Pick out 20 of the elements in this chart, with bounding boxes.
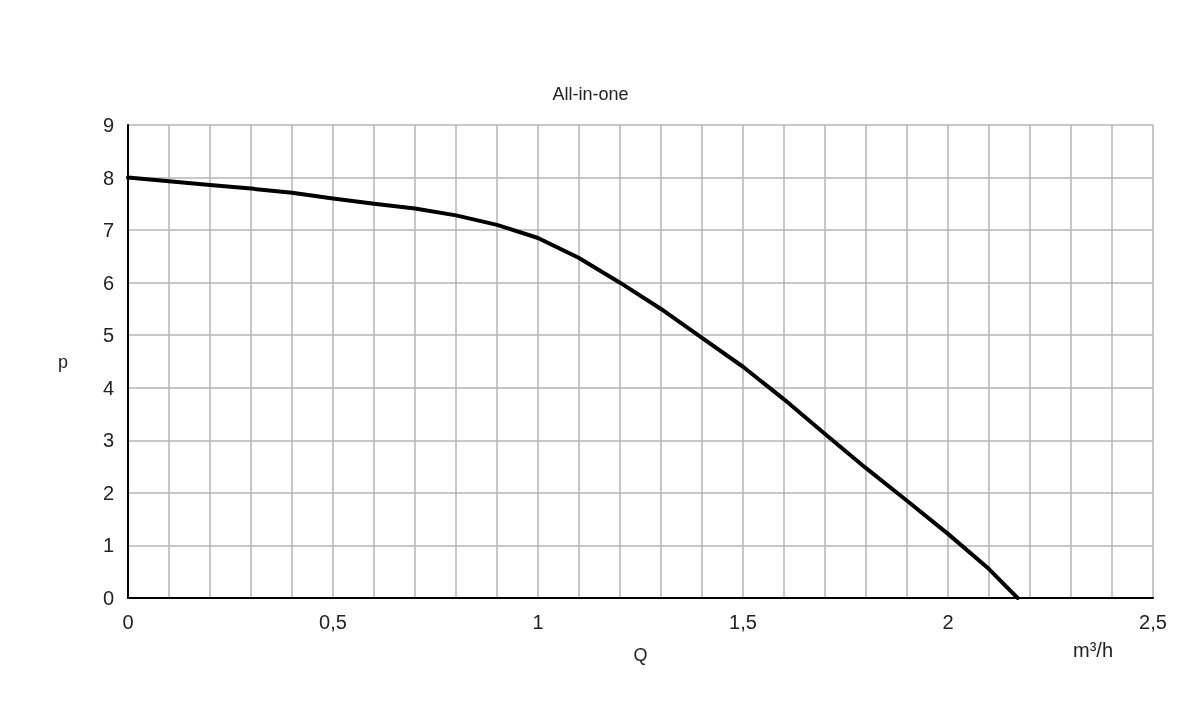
x-tick-label: 0 <box>122 611 134 633</box>
x-tick-label: 1,5 <box>729 611 757 633</box>
y-tick-label: 1 <box>102 534 114 557</box>
y-tick-label: 9 <box>102 114 114 136</box>
x-tick-label: 0,5 <box>319 611 347 633</box>
y-tick-label: 4 <box>102 376 114 399</box>
y-tick-label: 3 <box>102 429 114 452</box>
text: m³/h <box>1073 639 1113 661</box>
y-tick-label: 2 <box>102 481 114 504</box>
y-axis-title: p <box>57 351 68 372</box>
x-axis-title: Q <box>633 645 648 665</box>
y-tick-label: 8 <box>102 166 114 189</box>
y-tick-label: 6 <box>102 271 114 294</box>
y-tick-label: 5 <box>102 324 114 347</box>
y-tick-label: 0 <box>102 587 114 609</box>
chart-title: All-in-one <box>552 84 629 104</box>
x-tick-label: 2,5 <box>1139 611 1167 633</box>
x-tick-label: 1 <box>532 611 544 633</box>
y-tick-label: 7 <box>102 219 114 242</box>
x-tick-label: 2 <box>942 611 954 633</box>
